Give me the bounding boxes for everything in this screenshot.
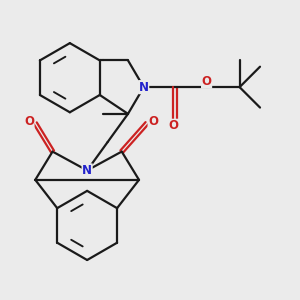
Text: O: O (202, 75, 212, 88)
Text: O: O (169, 119, 178, 132)
Text: N: N (139, 81, 149, 94)
Text: O: O (148, 115, 158, 128)
Text: N: N (82, 164, 92, 177)
Text: O: O (24, 115, 34, 128)
